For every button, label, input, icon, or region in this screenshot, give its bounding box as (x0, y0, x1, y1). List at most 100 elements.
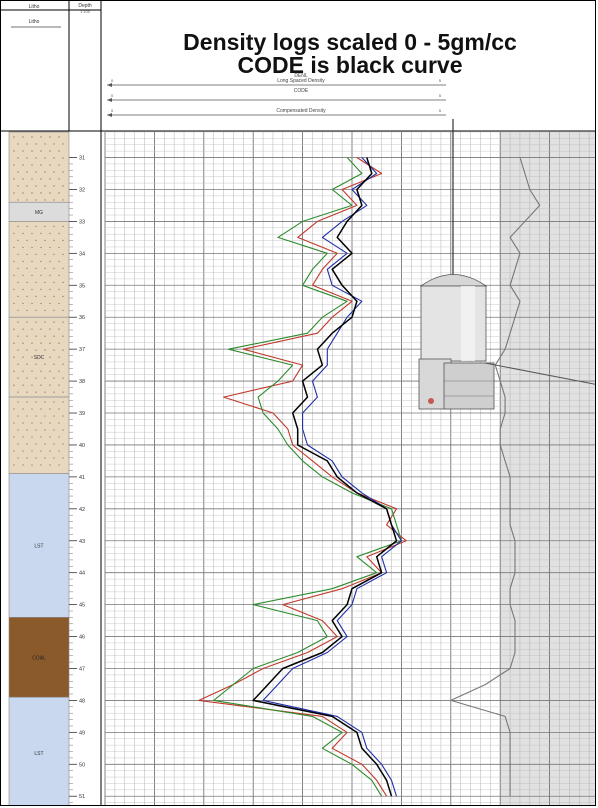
sand-dot (35, 429, 37, 431)
sand-dot (58, 164, 60, 166)
sand-dot (13, 288, 15, 291)
sand-dot (26, 391, 28, 393)
sand-dot (62, 267, 64, 270)
sand-dot (53, 429, 55, 431)
sand-dot (31, 260, 33, 263)
sand-dot (31, 356, 33, 358)
sand-dot (49, 436, 51, 438)
sand-dot (35, 143, 37, 145)
sand-dot (22, 302, 24, 305)
sand-dot (26, 267, 28, 270)
sand-dot (58, 436, 60, 438)
litho-unit (8, 696, 70, 805)
sand-dot (58, 384, 60, 386)
sand-dot (22, 356, 24, 358)
sand-dot (62, 239, 64, 242)
litho-unit-label: LST (34, 751, 43, 757)
title-line-1: Density logs scaled 0 - 5gm/cc (183, 29, 517, 55)
sand-dot (58, 328, 60, 330)
sand-dot (49, 328, 51, 330)
sand-dot (17, 391, 19, 393)
sand-dot (17, 363, 19, 365)
sand-dot (35, 401, 37, 403)
sand-dot (40, 464, 42, 466)
sand-dot (40, 164, 42, 166)
track-range-left: 0 (111, 108, 114, 113)
sand-dot (35, 267, 37, 270)
sand-dot (44, 377, 46, 379)
sand-dot (44, 349, 46, 351)
litho-unit-label: COAL (32, 655, 46, 661)
depth-tick-label: 45 (79, 603, 85, 609)
sand-dot (53, 157, 55, 159)
sand-dot (17, 185, 19, 187)
sand-dot (58, 274, 60, 277)
sand-dot (40, 192, 42, 194)
sand-dot (13, 328, 15, 330)
litho-unit (8, 131, 70, 203)
sand-dot (31, 150, 33, 152)
sand-dot (13, 136, 15, 138)
sand-dot (17, 239, 19, 242)
sand-dot (26, 457, 28, 459)
sand-dot (53, 295, 55, 298)
sand-dot (49, 274, 51, 277)
track-mnemonic: CODE (294, 88, 309, 94)
sand-dot (17, 225, 19, 228)
sand-dot (44, 391, 46, 393)
litho-unit-label: MG (35, 210, 43, 216)
sand-dot (40, 232, 42, 235)
sand-dot (35, 349, 37, 351)
depth-tick-label: 33 (79, 219, 85, 225)
sand-dot (26, 309, 28, 312)
sand-dot (31, 302, 33, 305)
sand-dot (31, 450, 33, 452)
sand-dot (40, 150, 42, 152)
sand-dot (22, 384, 24, 386)
sand-dot (58, 150, 60, 152)
sand-dot (62, 281, 64, 284)
track-scale-arrow (107, 113, 112, 117)
sand-dot (26, 171, 28, 173)
sand-dot (13, 436, 15, 438)
sand-dot (31, 192, 33, 194)
sand-dot (17, 349, 19, 351)
sand-dot (58, 356, 60, 358)
log-curve-series-4 (450, 157, 541, 797)
sand-dot (62, 335, 64, 337)
sand-dot (26, 199, 28, 201)
sand-dot (22, 408, 24, 410)
sand-dot (35, 199, 37, 201)
tool-cap (419, 274, 488, 287)
sand-dot (17, 253, 19, 256)
sand-dot (31, 370, 33, 372)
sand-dot (62, 321, 64, 323)
sand-dot (17, 157, 19, 159)
sand-dot (31, 422, 33, 424)
sand-dot (53, 225, 55, 228)
tool-body (420, 285, 487, 362)
sand-dot (62, 199, 64, 201)
sand-dot (35, 457, 37, 459)
sand-dot (62, 377, 64, 379)
log-curve-series-3 (198, 157, 407, 797)
sand-dot (17, 321, 19, 323)
sand-dot (31, 436, 33, 438)
sand-dot (22, 370, 24, 372)
sand-dot (53, 199, 55, 201)
sand-dot (49, 342, 51, 344)
tool-highlight (461, 286, 475, 361)
sand-dot (31, 178, 33, 180)
sand-dot (26, 281, 28, 284)
sand-dot (49, 192, 51, 194)
sand-dot (58, 408, 60, 410)
sand-dot (35, 377, 37, 379)
sand-dot (22, 232, 24, 235)
sand-dot (26, 443, 28, 445)
depth-tick-label: 31 (79, 156, 85, 162)
sand-dot (53, 349, 55, 351)
sand-dot (31, 136, 33, 138)
sand-dot (44, 143, 46, 145)
sand-dot (53, 239, 55, 242)
